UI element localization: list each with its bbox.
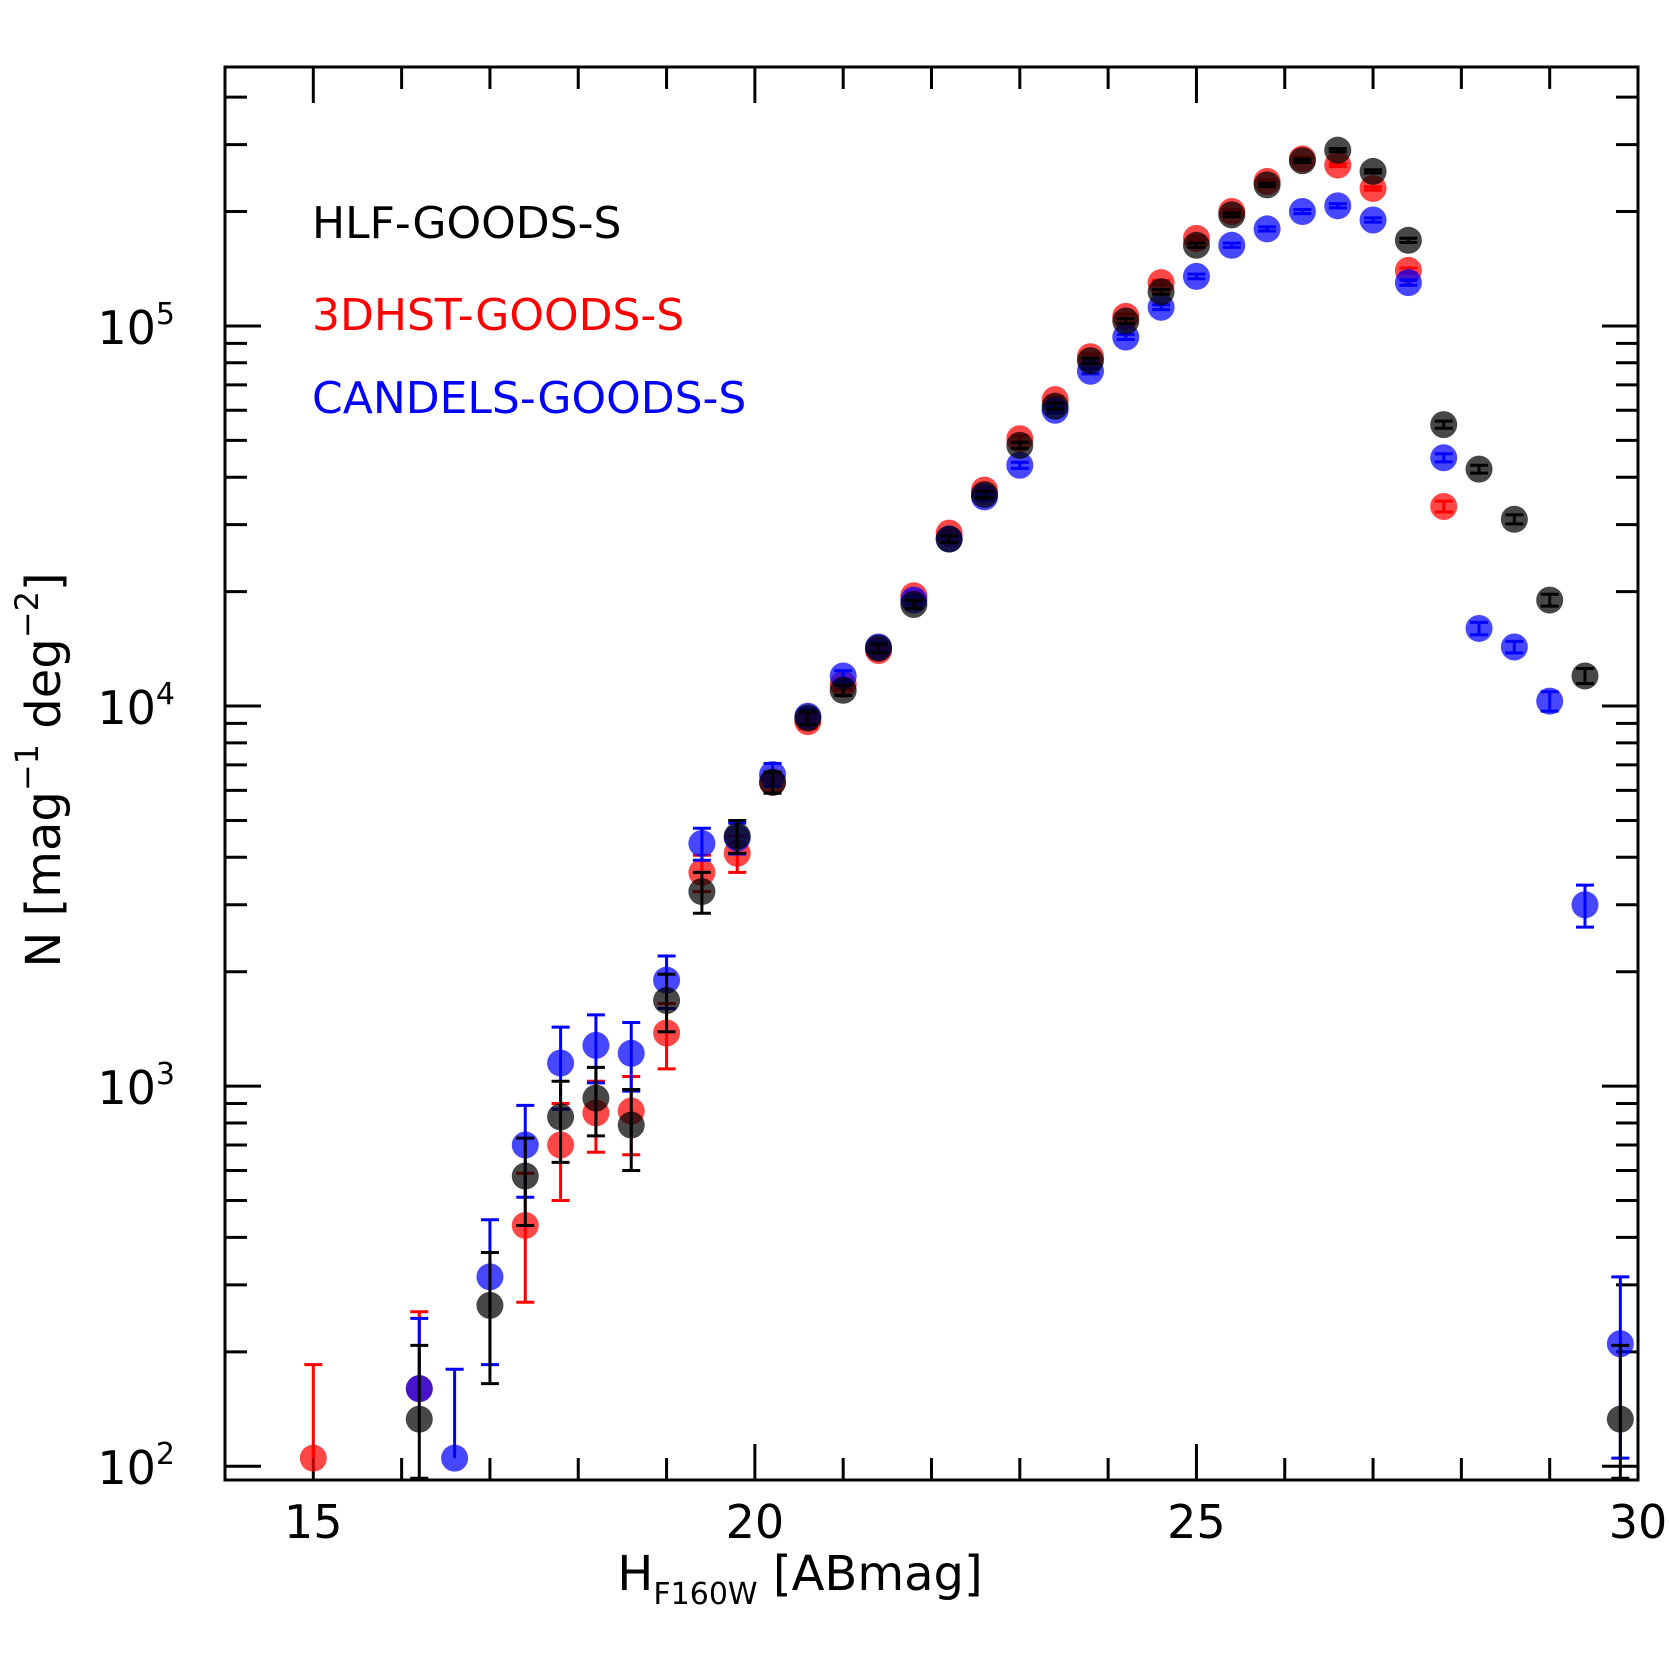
data-point: [900, 590, 928, 618]
series-3dhst-goods-s: [299, 145, 1458, 1472]
data-point: [688, 829, 716, 857]
data-point: [653, 986, 681, 1014]
series-hlf-goods-s: [405, 136, 1634, 1480]
data-point: [1465, 614, 1493, 642]
data-point: [1006, 451, 1034, 479]
data-point: [617, 1039, 645, 1067]
data-point: [794, 704, 822, 732]
data-point: [1359, 157, 1387, 185]
data-point: [1430, 492, 1458, 520]
data-point: [759, 768, 787, 796]
data-point: [1253, 215, 1281, 243]
data-point: [617, 1111, 645, 1139]
legend: HLF-GOODS-S 3DHST-GOODS-S CANDELS-GOODS-…: [312, 198, 746, 424]
data-point: [547, 1103, 575, 1131]
data-point: [1500, 505, 1528, 533]
data-point: [1147, 278, 1175, 306]
x-tick-label: 20: [726, 1495, 785, 1549]
data-point: [582, 1084, 610, 1112]
legend-entry-3dhst: 3DHST-GOODS-S: [312, 290, 684, 341]
y-tick-label: 105: [97, 297, 175, 355]
data-point: [582, 1031, 610, 1059]
data-point: [476, 1291, 504, 1319]
x-tick-label: 15: [284, 1495, 343, 1549]
data-point: [688, 878, 716, 906]
data-point: [1500, 633, 1528, 661]
data-point: [1536, 687, 1564, 715]
x-axis-label: HF160W [ABmag]: [617, 1546, 982, 1612]
data-point: [299, 1444, 327, 1472]
legend-entry-candels: CANDELS-GOODS-S: [312, 373, 746, 424]
data-point: [1394, 226, 1422, 254]
data-point: [405, 1405, 433, 1433]
data-point: [1430, 444, 1458, 472]
x-axis-label-unit: [ABmag]: [758, 1546, 983, 1602]
plot-frame: [223, 65, 1640, 1482]
data-point: [1076, 347, 1104, 375]
data-point: [723, 822, 751, 850]
data-point: [1112, 307, 1140, 335]
data-point: [441, 1444, 469, 1472]
y-axis-label-exp: −1: [8, 744, 46, 791]
data-point: [1182, 231, 1210, 259]
y-tick-label: 103: [97, 1057, 175, 1115]
data-point: [1394, 269, 1422, 297]
data-point: [547, 1049, 575, 1077]
y-axis-label-part: ]: [16, 572, 72, 591]
legend-entry-hlf: HLF-GOODS-S: [312, 198, 621, 249]
data-point: [1465, 455, 1493, 483]
y-axis-label-exp: −2: [8, 591, 46, 638]
x-tick-label: 25: [1167, 1495, 1226, 1549]
y-axis-label-part: N [mag: [16, 791, 72, 968]
x-tick-label: 30: [1609, 1495, 1668, 1549]
data-point: [1324, 192, 1352, 220]
data-point: [935, 525, 963, 553]
data-point: [1606, 1405, 1634, 1433]
plot-area: [299, 136, 1634, 1480]
data-point: [1536, 586, 1564, 614]
data-point: [829, 676, 857, 704]
data-point: [1606, 1330, 1634, 1358]
data-point: [1571, 662, 1599, 690]
data-point: [1430, 411, 1458, 439]
axis-ticks: [223, 67, 1640, 1480]
x-axis-label-subscript: F160W: [653, 1577, 757, 1612]
y-tick-label: 104: [97, 677, 175, 735]
data-point: [511, 1162, 539, 1190]
data-point: [1218, 201, 1246, 229]
data-point: [1041, 392, 1069, 420]
data-point: [1253, 171, 1281, 199]
data-point: [1288, 147, 1316, 175]
data-point: [1218, 231, 1246, 259]
data-point: [865, 634, 893, 662]
y-axis-label: N [mag−1 deg−2]: [8, 572, 72, 967]
y-tick-label: 102: [97, 1437, 175, 1495]
tick-labels: 15 20 25 30 102 103 104 105: [97, 297, 1667, 1549]
y-axis-label-part: deg: [16, 638, 72, 744]
data-point: [1359, 206, 1387, 234]
data-point: [1571, 891, 1599, 919]
data-point: [1288, 198, 1316, 226]
data-point: [1324, 136, 1352, 164]
data-point: [1006, 431, 1034, 459]
data-point: [1182, 262, 1210, 290]
x-axis-label-main: H: [617, 1546, 653, 1602]
data-point: [970, 481, 998, 509]
